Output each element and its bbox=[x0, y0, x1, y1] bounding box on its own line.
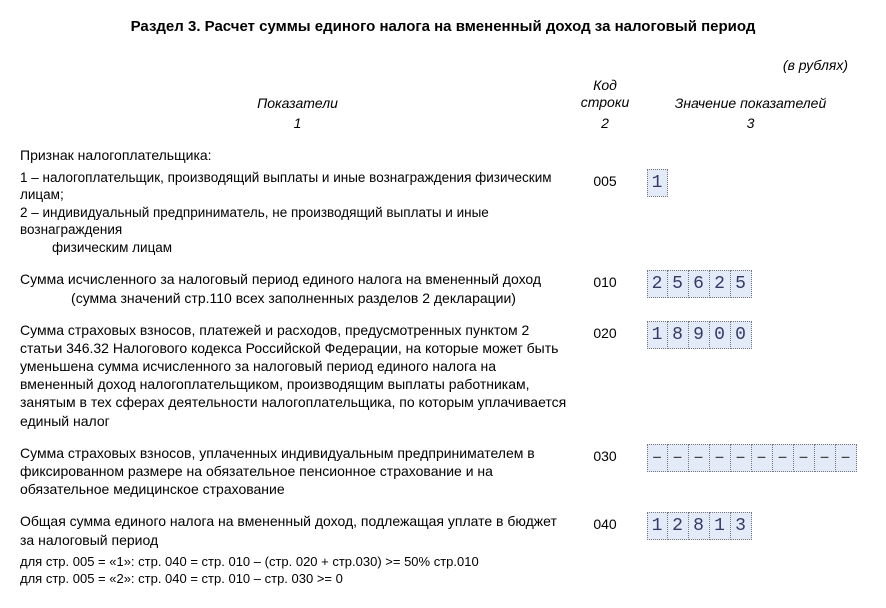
value-cell: 8 bbox=[668, 321, 689, 349]
colnum-1: 1 bbox=[20, 115, 575, 131]
row-040-desc: Общая сумма единого налога на вмененный … bbox=[20, 512, 575, 548]
header-indicators: Показатели bbox=[20, 95, 575, 111]
row-005-code: 005 bbox=[575, 169, 635, 189]
formula-1: для стр. 005 = «1»: стр. 040 = стр. 010 … bbox=[20, 553, 866, 571]
value-cell: 0 bbox=[710, 321, 731, 349]
taxpayer-sign-label: Признак налогоплательщика: bbox=[20, 147, 866, 163]
value-cell: – bbox=[752, 444, 773, 472]
value-cell: 1 bbox=[710, 512, 731, 540]
row-030-desc: Сумма страховых взносов, уплаченных инди… bbox=[20, 444, 575, 499]
opt2b: физическим лицам bbox=[20, 239, 567, 257]
currency-note: (в рублях) bbox=[20, 57, 866, 73]
value-cell: – bbox=[647, 444, 668, 472]
opt2: 2 – индивидуальный предприниматель, не п… bbox=[20, 205, 489, 238]
value-cell: 1 bbox=[647, 321, 668, 349]
row-030-code: 030 bbox=[575, 444, 635, 464]
row-010-value: 25625 bbox=[635, 270, 866, 298]
value-cell: 6 bbox=[689, 270, 710, 298]
row-005-value: 1 bbox=[635, 169, 866, 197]
colnum-3: 3 bbox=[635, 115, 866, 131]
opt1: 1 – налогоплательщик, производящий выпла… bbox=[20, 170, 552, 203]
value-cell: – bbox=[794, 444, 815, 472]
value-cell: 0 bbox=[731, 321, 752, 349]
header-code: Код строки bbox=[575, 77, 635, 111]
value-cell: – bbox=[710, 444, 731, 472]
colnum-2: 2 bbox=[575, 115, 635, 131]
row-020-desc: Сумма страховых взносов, платежей и расх… bbox=[20, 321, 575, 430]
value-cell: 2 bbox=[647, 270, 668, 298]
value-cell: – bbox=[689, 444, 710, 472]
row-020-code: 020 bbox=[575, 321, 635, 341]
row-040-code: 040 bbox=[575, 512, 635, 532]
row-005-desc: 1 – налогоплательщик, производящий выпла… bbox=[20, 169, 575, 257]
section-title: Раздел 3. Расчет суммы единого налога на… bbox=[20, 18, 866, 35]
value-cell: 2 bbox=[668, 512, 689, 540]
value-cell: 9 bbox=[689, 321, 710, 349]
row-010-code: 010 bbox=[575, 270, 635, 290]
value-cell: 3 bbox=[731, 512, 752, 540]
column-headers: Показатели Код строки Значение показател… bbox=[20, 77, 866, 111]
value-cell: 5 bbox=[668, 270, 689, 298]
header-value: Значение показателей bbox=[635, 95, 866, 111]
row-005: 1 – налогоплательщик, производящий выпла… bbox=[20, 169, 866, 257]
value-cell: 1 bbox=[647, 169, 668, 197]
value-cell: 5 bbox=[731, 270, 752, 298]
value-cell: 8 bbox=[689, 512, 710, 540]
value-cell: – bbox=[815, 444, 836, 472]
row-030: Сумма страховых взносов, уплаченных инди… bbox=[20, 444, 866, 499]
value-cell: – bbox=[668, 444, 689, 472]
value-cell: – bbox=[773, 444, 794, 472]
row-020: Сумма страховых взносов, платежей и расх… bbox=[20, 321, 866, 430]
row-040: Общая сумма единого налога на вмененный … bbox=[20, 512, 866, 548]
row-020-value: 18900 bbox=[635, 321, 866, 349]
row-010-desc: Сумма исчисленного за налоговый период е… bbox=[20, 270, 575, 306]
row-010: Сумма исчисленного за налоговый период е… bbox=[20, 270, 866, 306]
row-030-value: –––––––––– bbox=[635, 444, 866, 472]
column-numbers: 1 2 3 bbox=[20, 115, 866, 131]
row-010-hint: (сумма значений стр.110 всех заполненных… bbox=[20, 289, 567, 307]
value-cell: 1 bbox=[647, 512, 668, 540]
value-cell: – bbox=[836, 444, 857, 472]
row-010-text: Сумма исчисленного за налоговый период е… bbox=[20, 271, 541, 287]
value-cell: 2 bbox=[710, 270, 731, 298]
formula-2: для стр. 005 = «2»: стр. 040 = стр. 010 … bbox=[20, 570, 866, 588]
formulae: для стр. 005 = «1»: стр. 040 = стр. 010 … bbox=[20, 553, 866, 588]
row-040-value: 12813 bbox=[635, 512, 866, 540]
value-cell: – bbox=[731, 444, 752, 472]
